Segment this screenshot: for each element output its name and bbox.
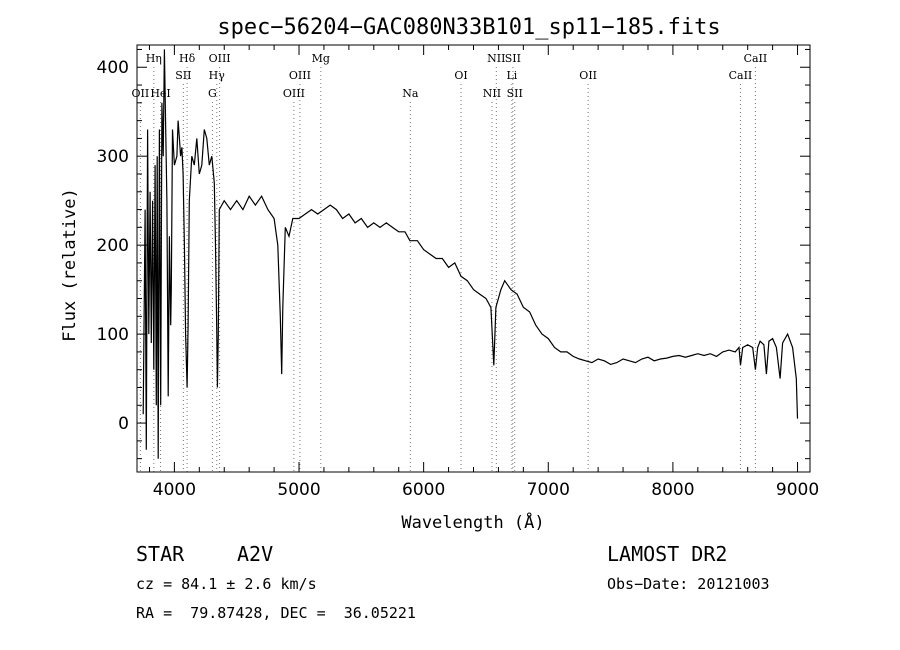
- line-marker-label-16: NII: [483, 87, 501, 100]
- redshift-velocity: cz = 84.1 ± 2.6 km/s: [136, 575, 317, 593]
- axis-ticks: 4000 5000 6000 7000 8000 9000 0 100 200 300 400: [97, 45, 819, 500]
- line-marker-label-17: SII: [507, 87, 523, 100]
- line-marker-label-5: OIII: [209, 52, 231, 65]
- spectrum-series-line: [142, 49, 799, 459]
- line-marker-label-15: Li: [506, 69, 517, 82]
- y-tick-label: 0: [118, 414, 129, 434]
- x-axis-label: Wavelength (Å): [401, 511, 544, 533]
- line-marker-label-20: CaII: [729, 69, 753, 82]
- spectral-class: A2V: [237, 542, 274, 566]
- plot-frame: [136, 44, 811, 473]
- line-marker-label-4: SII: [175, 69, 191, 82]
- x-tick-label: 8000: [651, 480, 694, 500]
- observation-date: Obs−Date: 20121003: [607, 575, 770, 593]
- x-tick-label: 5000: [277, 480, 320, 500]
- line-marker-label-0: Hη: [146, 52, 162, 65]
- line-marker-label-8: Mg: [312, 52, 330, 65]
- line-marker-label-10: OIII: [283, 87, 305, 100]
- sky-coordinates: RA = 79.87428, DEC = 36.05221: [136, 604, 416, 622]
- y-tick-label: 100: [97, 325, 129, 345]
- line-marker-label-19: CaII: [744, 52, 768, 65]
- line-marker-label-12: OI: [454, 69, 467, 82]
- line-marker-label-11: Na: [402, 87, 419, 100]
- line-marker-label-18: OII: [579, 69, 597, 82]
- line-marker-label-1: OII: [132, 87, 150, 100]
- chart-title: spec−56204−GAC080N33B101_sp11−185.fits: [217, 15, 720, 40]
- object-type: STAR: [136, 542, 185, 566]
- line-marker-label-3: Hδ: [179, 52, 196, 65]
- y-tick-label: 200: [97, 236, 129, 256]
- y-tick-label: 300: [97, 147, 129, 167]
- line-marker-label-9: OIII: [289, 69, 311, 82]
- x-tick-label: 6000: [402, 480, 445, 500]
- line-marker-label-6: Hγ: [209, 69, 226, 82]
- x-tick-label: 7000: [527, 480, 570, 500]
- line-marker-label-13: NII: [487, 52, 505, 65]
- x-tick-label: 4000: [153, 480, 196, 500]
- y-tick-label: 400: [97, 58, 129, 78]
- line-marker-label-7: G: [208, 87, 217, 100]
- y-axis-label: Flux (relative): [60, 188, 80, 342]
- survey-name: LAMOST DR2: [607, 542, 728, 566]
- line-marker-label-2: HeI: [150, 87, 170, 100]
- line-marker-label-14: SII: [505, 52, 521, 65]
- x-tick-label: 9000: [776, 480, 819, 500]
